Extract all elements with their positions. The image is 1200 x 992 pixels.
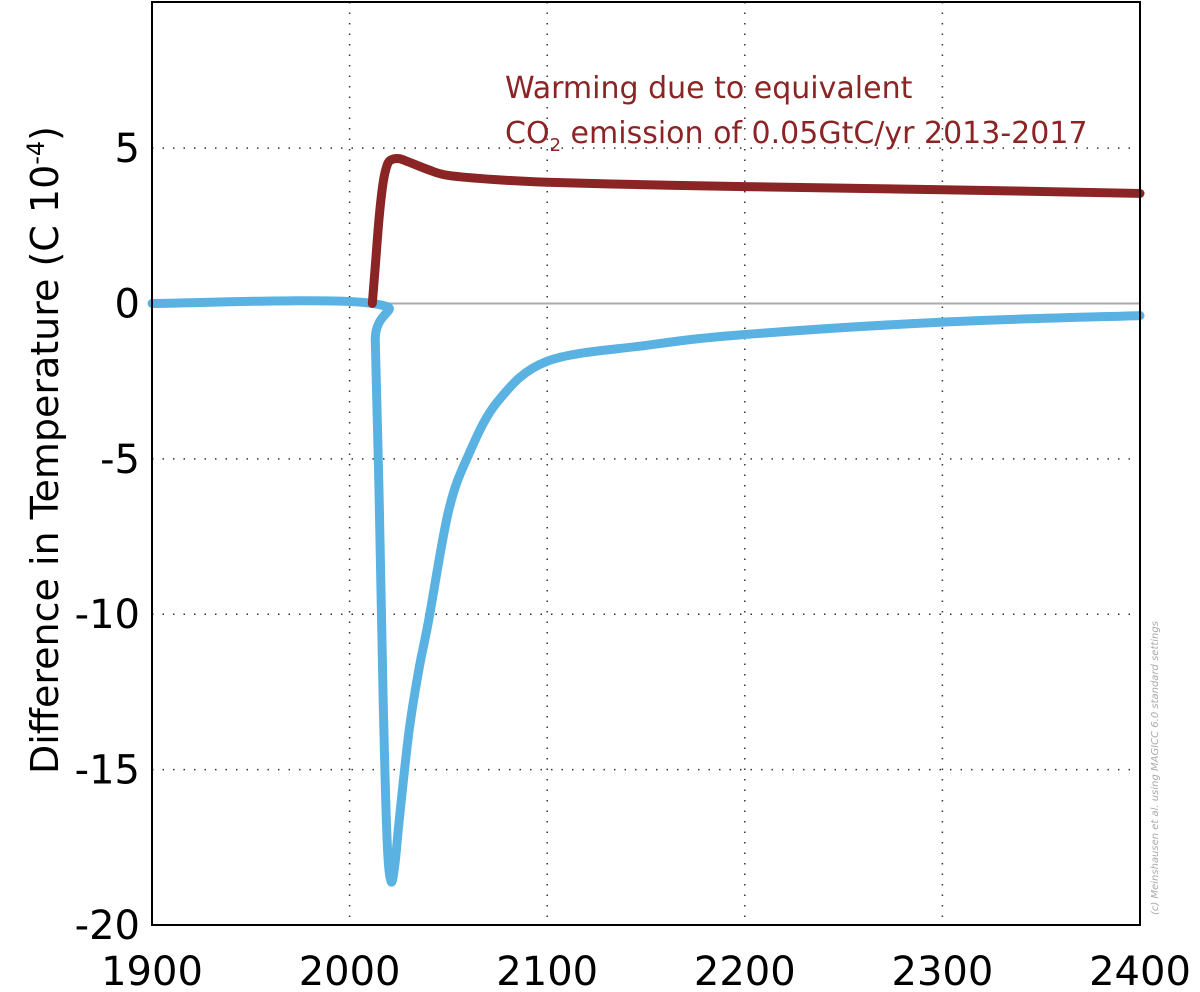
x-tick-label: 2400 xyxy=(1089,949,1191,992)
annotation-line1: Warming due to equivalent xyxy=(505,71,913,106)
credit-text: (c) Meinshausen et al. using MAGICC 6.0 … xyxy=(1150,621,1161,915)
x-tick-label: 2200 xyxy=(694,949,796,992)
series-line xyxy=(147,296,1145,887)
x-tick-label: 2300 xyxy=(892,949,994,992)
y-tick-label: 0 xyxy=(115,281,140,327)
y-tick-label: -20 xyxy=(75,903,140,949)
y-tick-label: -5 xyxy=(100,437,140,483)
y-ticks: -20 -15 -10 -5 0 5 xyxy=(75,126,140,949)
series-group xyxy=(147,154,1145,887)
grid xyxy=(152,2,1140,925)
plot-frame xyxy=(151,1,1141,926)
y-tick-label: -10 xyxy=(75,592,140,638)
series-line xyxy=(367,154,1145,308)
x-tick-label: 2100 xyxy=(496,949,598,992)
x-tick-label: 1900 xyxy=(101,949,203,992)
y-tick-label: -15 xyxy=(75,748,140,794)
y-axis-label: Difference in Temperature (C 10-4) xyxy=(22,126,67,774)
y-tick-label: 5 xyxy=(115,126,140,172)
x-tick-label: 2000 xyxy=(299,949,401,992)
annotation-line2: CO2 emission of 0.05GtC/yr 2013-2017 xyxy=(505,116,1088,156)
x-ticks: 1900 2000 2100 2200 2300 2400 xyxy=(101,949,1191,992)
